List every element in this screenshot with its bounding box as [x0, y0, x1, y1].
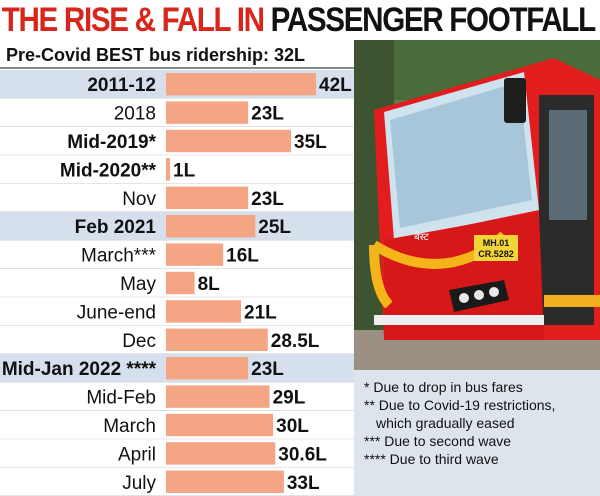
value-label: 23L	[251, 104, 284, 125]
category-label: May	[120, 274, 156, 295]
footnote: *** Due to second wave	[364, 433, 512, 449]
bar	[166, 442, 276, 465]
title-part1: THE RISE & FALL IN	[1, 1, 271, 39]
title-part2: PASSENGER FOOTFALL	[270, 1, 597, 39]
category-label: March***	[81, 246, 157, 267]
bar	[166, 300, 241, 323]
footnotes-panel: * Due to drop in bus fares ** Due to Cov…	[354, 370, 600, 496]
category-label: July	[122, 473, 156, 494]
bar	[166, 186, 249, 209]
value-label: 21L	[244, 302, 277, 323]
value-label: 42L	[319, 75, 352, 96]
footnote: ** Due to Covid-19 restrictions,	[364, 397, 556, 413]
category-label: Nov	[122, 189, 156, 210]
bar	[166, 413, 274, 437]
plate-line2: CR.5282	[478, 249, 514, 259]
footnote: which gradually eased	[376, 415, 515, 431]
category-label: Mid-Feb	[86, 388, 156, 409]
value-label: 23L	[251, 189, 284, 210]
value-label: 35L	[294, 132, 327, 153]
bus-illustration: MH.01 CR.5282 बेस्ट	[354, 40, 600, 370]
category-label: June-end	[77, 302, 156, 323]
value-label: 1L	[173, 160, 196, 181]
bar	[166, 470, 284, 493]
value-label: 16L	[226, 246, 259, 267]
bar	[166, 215, 256, 238]
category-label: Mid-2019*	[67, 132, 156, 153]
bar-chart: 2011-12 42L 2018 23L Mid-2019* 35L Mid-2020** 1…	[0, 70, 354, 496]
windshield-text: बेस्ट	[414, 231, 430, 243]
category-label: 2011-12	[87, 75, 156, 96]
bar	[166, 271, 195, 295]
category-label: April	[118, 444, 156, 465]
bar	[166, 328, 268, 351]
value-label: 8L	[198, 274, 221, 295]
plate-line1: MH.01	[483, 238, 510, 248]
value-label: 33L	[287, 473, 320, 494]
category-label: Mid-Jan 2022 ****	[2, 359, 157, 380]
footnote: * Due to drop in bus fares	[364, 379, 523, 395]
category-label: 2018	[114, 104, 156, 125]
value-label: 28.5L	[271, 331, 320, 352]
bar	[166, 101, 249, 124]
value-label: 23L	[251, 359, 284, 380]
category-label: Mid-2020**	[60, 160, 157, 181]
bar	[166, 357, 249, 380]
chart-subtitle: Pre-Covid BEST bus ridership: 32L	[0, 41, 354, 69]
row-background	[0, 155, 354, 184]
bus-photo: MH.01 CR.5282 बेस्ट	[354, 40, 600, 370]
category-label: March	[103, 416, 156, 437]
footnote: **** Due to third wave	[364, 451, 499, 467]
category-label: Feb 2021	[75, 217, 157, 238]
category-label: Dec	[122, 331, 156, 352]
value-label: 25L	[258, 217, 291, 238]
value-label: 30.6L	[278, 444, 327, 465]
bar	[166, 243, 224, 266]
value-label: 30L	[276, 416, 309, 437]
bar	[166, 73, 316, 96]
value-label: 29L	[273, 388, 306, 409]
bar	[166, 158, 170, 181]
page-title: THE RISE & FALL IN PASSENGER FOOTFALL	[0, 0, 596, 40]
bar	[166, 129, 291, 153]
bar	[166, 385, 270, 408]
